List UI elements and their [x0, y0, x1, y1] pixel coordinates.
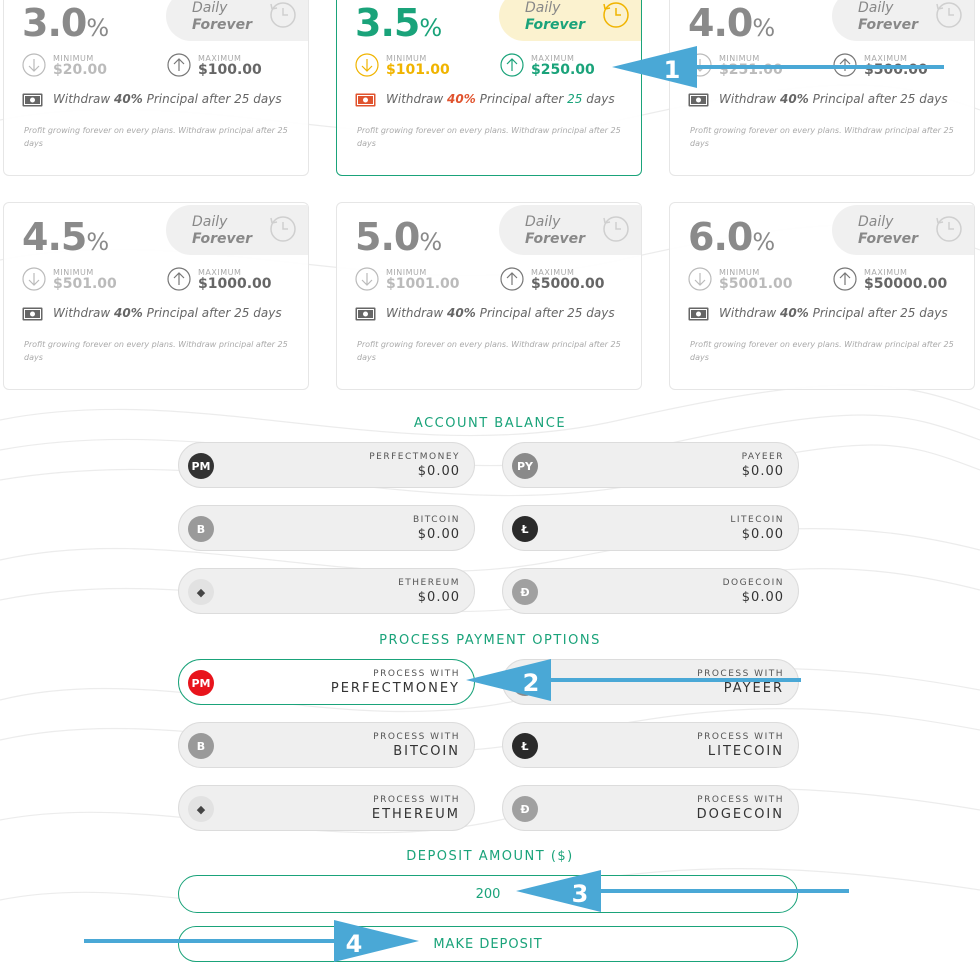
account-balance-heading: ACCOUNT BALANCE [413, 416, 567, 431]
plan-frequency-badge: Daily Forever [166, 205, 308, 255]
money-icon [688, 93, 709, 107]
clock-icon [603, 216, 629, 242]
money-icon [688, 307, 709, 321]
plan-rate: 4.0% [688, 1, 776, 45]
plan-frequency-badge: Daily Forever [832, 0, 974, 41]
process-dogecoin-button[interactable]: Đ PROCESS WITH DOGECOIN [502, 785, 799, 831]
arrow-down-icon [355, 267, 379, 291]
plan-frequency-badge: Daily Forever [832, 205, 974, 255]
plan-card-6[interactable]: 6.0% Daily Forever MINIMUM $5001.00 MAXIMU… [669, 202, 975, 390]
plan-rate: 5.0% [355, 215, 443, 259]
ethereum-icon: ◆ [188, 796, 214, 822]
process-ethereum-button[interactable]: ◆ PROCESS WITH ETHEREUM [178, 785, 475, 831]
litecoin-icon: Ł [512, 733, 538, 759]
balance-litecoin: Ł LITECOIN $0.00 [502, 505, 799, 551]
bitcoin-icon: B [188, 733, 214, 759]
perfectmoney-icon: PM [188, 670, 214, 696]
process-bitcoin-button[interactable]: B PROCESS WITH BITCOIN [178, 722, 475, 768]
arrow-down-icon [22, 53, 46, 77]
arrow-down-icon [22, 267, 46, 291]
process-litecoin-button[interactable]: Ł PROCESS WITH LITECOIN [502, 722, 799, 768]
deposit-amount-heading: DEPOSIT AMOUNT ($) [406, 849, 574, 864]
make-deposit-button[interactable]: MAKE DEPOSIT [178, 926, 798, 962]
arrow-down-icon [688, 267, 712, 291]
dogecoin-icon: Đ [512, 579, 538, 605]
plan-frequency-badge: Daily Forever [499, 205, 641, 255]
arrow-up-icon [500, 267, 524, 291]
plan-note: Profit growing forever on every plans. W… [24, 340, 288, 362]
plan-card-4[interactable]: 4.5% Daily Forever MINIMUM $501.00 MAXIMUM… [3, 202, 309, 390]
plan-withdraw-terms: Withdraw 40% Principal after 25 days [355, 306, 635, 322]
plan-frequency-badge: Daily Forever [166, 0, 308, 41]
arrow-up-icon [167, 267, 191, 291]
balance-bitcoin: B BITCOIN $0.00 [178, 505, 475, 551]
arrow-up-icon [833, 267, 857, 291]
plan-rate: 3.0% [22, 1, 110, 45]
payeer-icon: PY [512, 453, 538, 479]
arrow-down-icon [355, 53, 379, 77]
balance-perfectmoney: PM PERFECTMONEY $0.00 [178, 442, 475, 488]
ethereum-icon: ◆ [188, 579, 214, 605]
plan-rate: 3.5% [355, 1, 443, 45]
plan-card-5[interactable]: 5.0% Daily Forever MINIMUM $1001.00 MAXIMU… [336, 202, 642, 390]
litecoin-icon: Ł [512, 516, 538, 542]
plan-note: Profit growing forever on every plans. W… [690, 126, 954, 148]
process-payeer-button[interactable]: PY PROCESS WITH PAYEER [502, 659, 799, 705]
clock-icon [270, 2, 296, 28]
plan-rate: 4.5% [22, 215, 110, 259]
money-icon [355, 93, 376, 107]
bitcoin-icon: B [188, 516, 214, 542]
clock-icon [936, 216, 962, 242]
plan-withdraw-terms: Withdraw 40% Principal after 25 days [22, 306, 302, 322]
plan-note: Profit growing forever on every plans. W… [357, 340, 621, 362]
plan-card-1[interactable]: 3.0% Daily Forever MINIMUM $20.00 MAXIMUM $… [3, 0, 309, 176]
process-perfectmoney-button[interactable]: PM PROCESS WITH PERFECTMONEY [178, 659, 475, 705]
arrow-down-icon [688, 53, 712, 77]
clock-icon [603, 2, 629, 28]
payeer-icon: PY [512, 670, 538, 696]
deposit-amount-field[interactable] [178, 875, 798, 913]
plan-withdraw-terms: Withdraw 40% Principal after 25 days [22, 92, 302, 108]
balance-payeer: PY PAYEER $0.00 [502, 442, 799, 488]
plan-frequency-badge: Daily Forever [499, 0, 641, 41]
money-icon [22, 93, 43, 107]
clock-icon [270, 216, 296, 242]
balance-dogecoin: Đ DOGECOIN $0.00 [502, 568, 799, 614]
money-icon [355, 307, 376, 321]
balance-ethereum: ◆ ETHEREUM $0.00 [178, 568, 475, 614]
clock-icon [936, 2, 962, 28]
money-icon [22, 307, 43, 321]
deposit-amount-input[interactable] [179, 876, 797, 912]
arrow-up-icon [500, 53, 524, 77]
dogecoin-icon: Đ [512, 796, 538, 822]
plan-card-2[interactable]: 3.5% Daily Forever MINIMUM $101.00 MAXIMUM… [336, 0, 642, 176]
plan-note: Profit growing forever on every plans. W… [357, 126, 621, 148]
perfectmoney-icon: PM [188, 453, 214, 479]
process-payment-heading: PROCESS PAYMENT OPTIONS [379, 633, 601, 648]
plan-note: Profit growing forever on every plans. W… [690, 340, 954, 362]
plan-withdraw-terms: Withdraw 40% Principal after 25 days [688, 92, 968, 108]
plan-card-3[interactable]: 4.0% Daily Forever MINIMUM $251.00 MAXIMUM… [669, 0, 975, 176]
plan-rate: 6.0% [688, 215, 776, 259]
plan-withdraw-terms: Withdraw 40% Principal after 25 days [688, 306, 968, 322]
plan-note: Profit growing forever on every plans. W… [24, 126, 288, 148]
plan-withdraw-terms: Withdraw 40% Principal after 25 days [355, 92, 635, 108]
arrow-up-icon [167, 53, 191, 77]
arrow-up-icon [833, 53, 857, 77]
